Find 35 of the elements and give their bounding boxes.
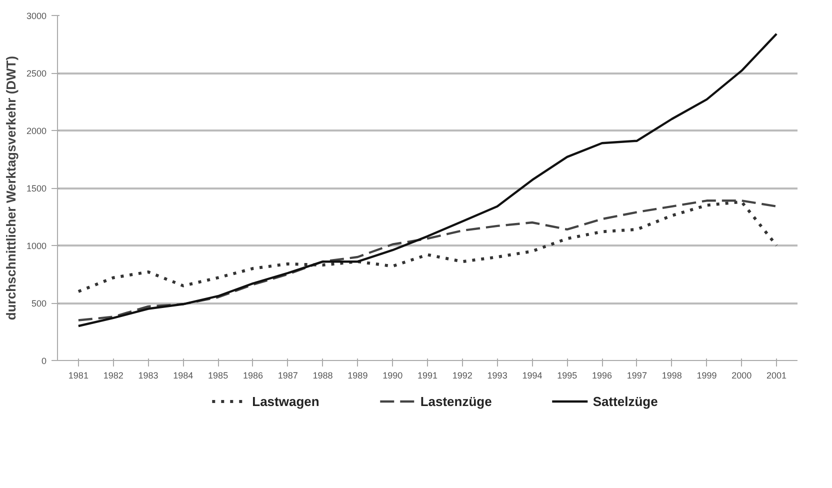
x-tick-label: 2001 <box>766 370 787 380</box>
x-tick-label: 2000 <box>732 370 752 380</box>
x-tick-label: 1992 <box>452 370 472 380</box>
x-tick-label: 1986 <box>242 370 263 380</box>
x-tick-label: 1999 <box>696 370 717 380</box>
x-tick-label: 1996 <box>592 370 612 380</box>
y-tick-label: 0 <box>41 356 47 366</box>
y-tick-label: 500 <box>31 298 47 308</box>
y-tick-label: 1500 <box>26 184 47 194</box>
x-tick-label: 1997 <box>626 370 647 380</box>
x-tick-label: 1991 <box>417 370 438 380</box>
x-tick-label: 1998 <box>662 370 682 380</box>
x-tick-label: 1984 <box>173 370 194 380</box>
line-series <box>77 32 778 328</box>
y-tick-label: 2000 <box>26 126 47 136</box>
legend-label: Sattelzüge <box>592 394 658 408</box>
legend-label: Lastenzüge <box>420 394 492 408</box>
x-tick-label: 1989 <box>348 370 368 380</box>
y-tick-label: 2500 <box>26 68 47 78</box>
x-tick-label: 1995 <box>557 370 578 380</box>
x-tick-label: 1981 <box>68 370 88 380</box>
x-tick-label: 1987 <box>278 370 298 380</box>
y-tick-label: 1000 <box>26 241 47 251</box>
x-tick-label: 1993 <box>487 370 508 380</box>
x-tick-label: 1988 <box>312 370 333 380</box>
legend-label: Lastwagen <box>252 394 320 408</box>
x-tick-label: 1994 <box>522 370 542 380</box>
x-tick-label: 1990 <box>382 370 403 380</box>
x-tick-label: 1985 <box>208 370 228 380</box>
line-series <box>77 200 778 322</box>
x-tick-label: 1982 <box>103 370 124 380</box>
x-tick-label: 1983 <box>138 370 158 380</box>
line-series <box>76 200 778 293</box>
y-axis-title: durchschnittlicher Werktagsverkehr (DWT) <box>3 56 18 320</box>
y-tick-label: 3000 <box>26 11 47 21</box>
